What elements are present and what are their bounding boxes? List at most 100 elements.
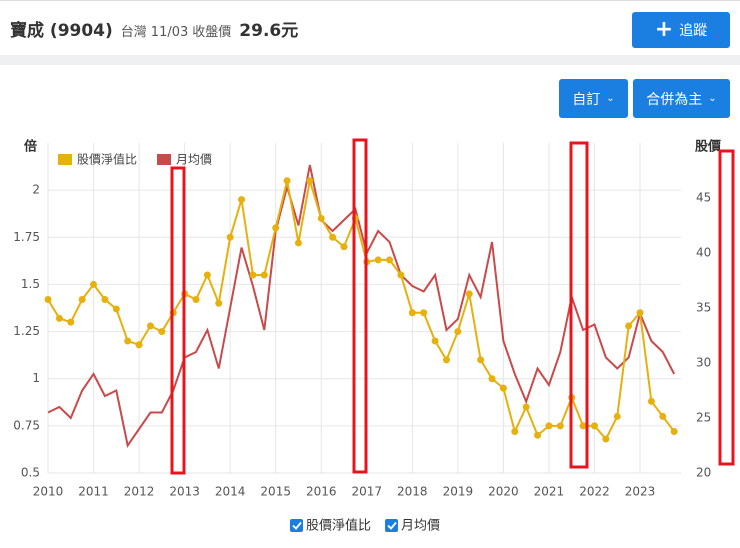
point xyxy=(101,296,109,304)
x-tick-label: 2013 xyxy=(169,485,200,499)
highlight-box xyxy=(352,138,368,474)
y2-axis-label: 股價 xyxy=(695,139,722,155)
x-tick-label: 2017 xyxy=(352,485,383,499)
point xyxy=(78,296,86,304)
point xyxy=(55,314,63,322)
y-tick-label: 2 xyxy=(32,183,40,197)
point xyxy=(534,431,542,439)
x-tick-label: 2023 xyxy=(625,485,656,499)
point xyxy=(238,196,246,204)
legend-swatch xyxy=(157,154,172,165)
point xyxy=(294,239,302,247)
custom-text: 自訂 xyxy=(572,91,601,108)
point xyxy=(363,258,371,266)
point xyxy=(192,296,200,304)
point xyxy=(374,256,382,264)
point xyxy=(465,290,473,298)
y-tick-label: 1.75 xyxy=(13,230,40,244)
y2-tick-label: 40 xyxy=(696,246,711,260)
point xyxy=(306,177,314,185)
y-tick-label: 1 xyxy=(32,371,40,385)
check-mark xyxy=(292,521,302,530)
x-tick-label: 2011 xyxy=(78,485,109,499)
point xyxy=(568,394,576,402)
point xyxy=(602,435,610,443)
follow-text: 追蹤 xyxy=(679,23,708,39)
y-tick-label: 0.75 xyxy=(13,418,40,432)
point xyxy=(44,296,52,304)
point xyxy=(169,309,177,317)
legend-label: 月均價 xyxy=(176,153,212,167)
point xyxy=(477,356,485,364)
highlight-box xyxy=(718,149,735,466)
point xyxy=(511,428,519,436)
point xyxy=(431,337,439,345)
point xyxy=(317,214,325,222)
y-tick-label: 1.5 xyxy=(21,277,40,291)
point xyxy=(283,177,291,185)
point xyxy=(135,341,143,349)
point xyxy=(124,337,132,345)
point xyxy=(625,322,633,330)
legend-label: 股價淨值比 xyxy=(77,152,137,167)
point xyxy=(203,271,211,279)
point xyxy=(420,309,428,317)
x-tick-label: 2018 xyxy=(397,485,428,499)
legend-swatch xyxy=(58,154,72,165)
point xyxy=(351,214,359,222)
x-tick-label: 2021 xyxy=(534,485,565,499)
header: 寶成 (9904) 台灣 11/03 收盤價 29.6元 xyxy=(10,16,298,41)
x-tick-label: 2020 xyxy=(488,485,519,499)
x-tick-label: 2019 xyxy=(443,485,474,499)
point xyxy=(545,422,553,430)
y2-tick-label: 35 xyxy=(696,301,711,315)
follow-button[interactable]: + 追蹤 xyxy=(632,12,730,48)
point xyxy=(226,233,234,241)
point xyxy=(613,412,621,420)
legend-item[interactable]: 月均價 xyxy=(385,519,440,534)
point xyxy=(522,403,530,411)
legend-item[interactable]: 股價淨值比 xyxy=(290,518,371,534)
stock-title: 寶成 (9904) xyxy=(10,21,113,41)
y2-tick-label: 25 xyxy=(696,411,711,425)
top-border xyxy=(0,0,740,1)
point xyxy=(272,224,280,232)
legend-label: 股價淨值比 xyxy=(306,518,371,534)
point xyxy=(329,233,337,241)
point xyxy=(636,309,644,317)
checkbox xyxy=(385,519,399,532)
custom-button[interactable]: 自訂 ⌄ xyxy=(559,79,628,118)
point xyxy=(488,375,496,383)
point xyxy=(556,422,564,430)
x-tick-label: 2012 xyxy=(124,485,155,499)
x-tick-label: 2015 xyxy=(260,485,291,499)
series-line xyxy=(47,180,675,441)
point xyxy=(386,256,394,264)
check-mark xyxy=(387,521,397,530)
point xyxy=(340,243,348,251)
x-tick-label: 2016 xyxy=(306,485,337,499)
legend-label: 月均價 xyxy=(401,519,440,534)
point xyxy=(408,309,416,317)
point xyxy=(590,422,598,430)
point xyxy=(146,322,154,330)
price-label: 收盤價 xyxy=(192,25,232,40)
y2-tick-label: 20 xyxy=(696,466,711,480)
date: 11/03 xyxy=(150,25,189,40)
merge-button[interactable]: 合併為主 ⌄ xyxy=(633,79,730,118)
x-tick-label: 2014 xyxy=(215,485,246,499)
merge-text: 合併為主 xyxy=(646,91,703,108)
point xyxy=(181,290,189,298)
point xyxy=(670,428,678,436)
point xyxy=(215,299,223,307)
highlight-box xyxy=(170,166,186,475)
y-tick-label: 0.5 xyxy=(21,466,40,480)
market: 台灣 xyxy=(120,25,147,40)
point xyxy=(249,271,257,279)
x-tick-label: 2010 xyxy=(33,485,64,499)
point xyxy=(579,422,587,430)
highlight-box xyxy=(569,141,589,469)
separator xyxy=(0,55,740,65)
